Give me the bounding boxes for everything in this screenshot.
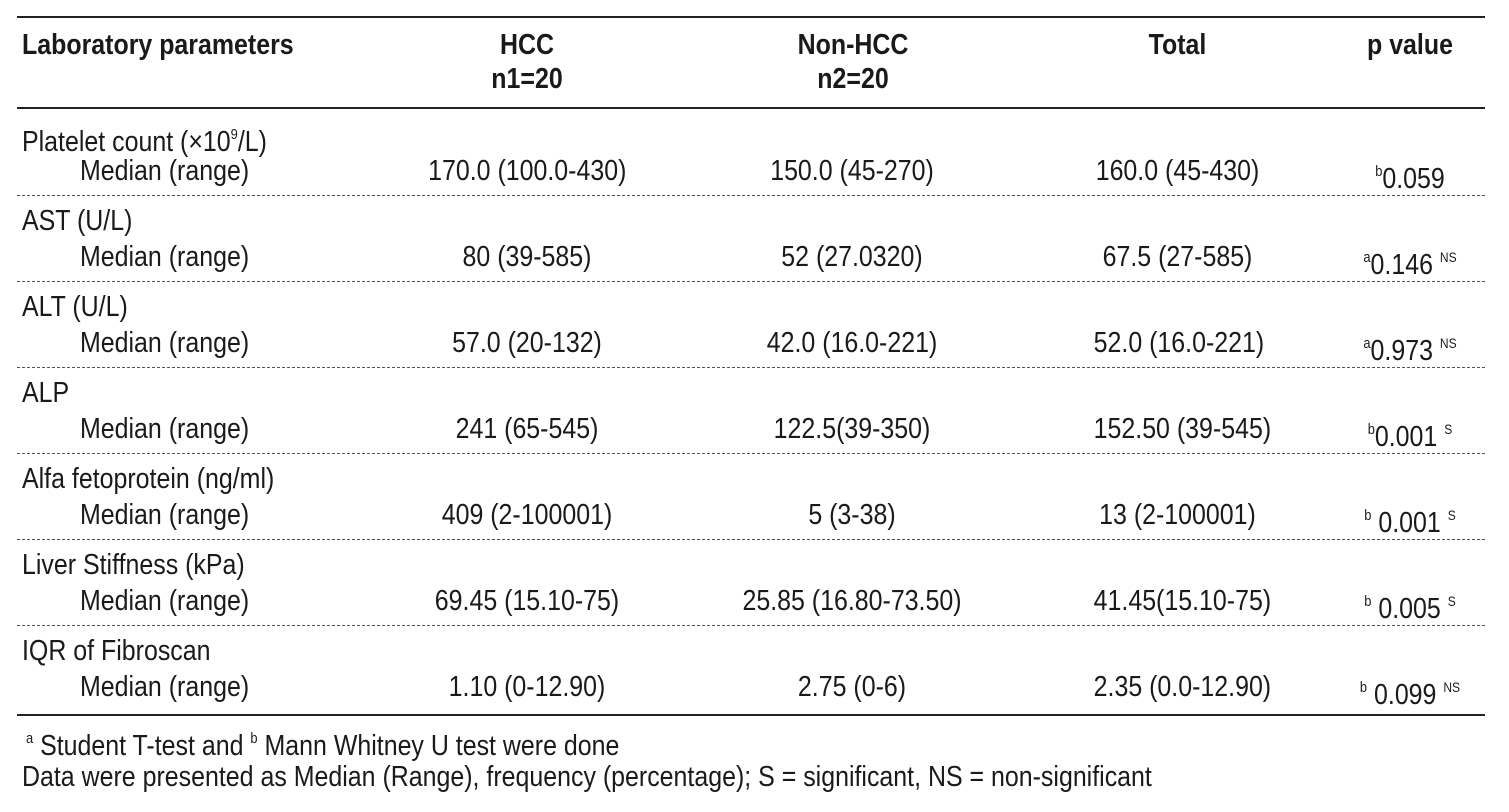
cell-hcc: 80 (39-585): [462, 241, 592, 273]
cell-total: 160.0 (45-430): [1095, 155, 1260, 187]
table-row-alt: ALT (U/L) Median (range) 57.0 (20-132) 4…: [17, 281, 1485, 368]
footnote-marker-a: a: [26, 730, 34, 747]
significance-marker: NS: [1439, 249, 1457, 265]
cell-hcc: 409 (2-100001): [441, 499, 613, 531]
footnote-marker-b: b: [250, 730, 258, 747]
test-marker: b: [1364, 593, 1372, 610]
test-marker: b: [1367, 421, 1375, 438]
header-laboratory-parameters: Laboratory parameters: [22, 29, 294, 61]
cell-p-value: b 0.005 S: [1364, 593, 1456, 625]
test-marker: b: [1364, 507, 1372, 524]
row-sublabel: Median (range): [80, 241, 250, 273]
row-sublabel: Median (range): [80, 499, 250, 531]
cell-non-hcc: 122.5(39-350): [773, 413, 931, 445]
footnote-data-presentation: Data were presented as Median (Range), f…: [22, 761, 1152, 793]
header-p-value: p value: [1367, 29, 1453, 61]
cell-total: 41.45(15.10-75): [1093, 585, 1272, 617]
cell-non-hcc: 52 (27.0320): [781, 241, 923, 273]
table-row-iqr-fibroscan: IQR of Fibroscan Median (range) 1.10 (0-…: [17, 625, 1485, 711]
header-total: Total: [1148, 29, 1207, 61]
cell-total: 67.5 (27-585): [1102, 241, 1253, 273]
row-title: Liver Stiffness (kPa): [22, 549, 245, 581]
header-bottom-rule: [17, 107, 1485, 109]
header-hcc-n: n1=20: [491, 63, 563, 95]
cell-p-value: b0.059: [1375, 163, 1445, 195]
cell-total: 13 (2-100001): [1099, 499, 1256, 531]
table-row-alp: ALP Median (range) 241 (65-545) 122.5(39…: [17, 367, 1485, 454]
row-title: ALT (U/L): [22, 291, 128, 323]
row-sublabel: Median (range): [80, 671, 250, 703]
cell-hcc: 170.0 (100.0-430): [428, 155, 627, 187]
row-sublabel: Median (range): [80, 327, 250, 359]
row-title: Alfa fetoprotein (ng/ml): [22, 463, 275, 495]
significance-marker: S: [1447, 593, 1456, 609]
header-non-hcc: Non-HCC n2=20: [741, 28, 965, 96]
cell-non-hcc: 42.0 (16.0-221): [766, 327, 938, 359]
row-sublabel: Median (range): [80, 585, 250, 617]
test-marker: b: [1375, 163, 1383, 180]
table-row-ast: AST (U/L) Median (range) 80 (39-585) 52 …: [17, 195, 1485, 282]
row-title: AST (U/L): [22, 205, 133, 237]
table-row-platelet-count: Platelet count (×109/L) Median (range) 1…: [17, 109, 1485, 196]
cell-hcc: 241 (65-545): [455, 413, 599, 445]
superscript: 9: [230, 126, 238, 143]
test-marker: a: [1363, 249, 1371, 266]
cell-p-value: b 0.001 S: [1364, 507, 1456, 539]
table-top-rule: [17, 16, 1485, 18]
header-non-hcc-label: Non-HCC: [797, 29, 909, 61]
row-sublabel: Median (range): [80, 155, 250, 187]
cell-p-value: b0.001 S: [1367, 421, 1453, 453]
table-row-liver-stiffness: Liver Stiffness (kPa) Median (range) 69.…: [17, 539, 1485, 626]
footnote-tests: a Student T-test and b Mann Whitney U te…: [26, 730, 620, 762]
test-marker: a: [1363, 335, 1371, 352]
cell-total: 2.35 (0.0-12.90): [1093, 671, 1272, 703]
significance-marker: NS: [1439, 335, 1457, 351]
cell-hcc: 69.45 (15.10-75): [434, 585, 620, 617]
cell-total: 152.50 (39-545): [1093, 413, 1272, 445]
row-sublabel: Median (range): [80, 413, 250, 445]
cell-p-value: b 0.099 NS: [1359, 679, 1461, 711]
cell-hcc: 1.10 (0-12.90): [448, 671, 606, 703]
cell-non-hcc: 25.85 (16.80-73.50): [742, 585, 962, 617]
cell-hcc: 57.0 (20-132): [452, 327, 602, 359]
table-row-alfa-fetoprotein: Alfa fetoprotein (ng/ml) Median (range) …: [17, 453, 1485, 540]
row-title: ALP: [22, 377, 70, 409]
header-non-hcc-n: n2=20: [817, 63, 889, 95]
significance-marker: S: [1447, 507, 1456, 523]
cell-non-hcc: 150.0 (45-270): [770, 155, 934, 187]
header-hcc-label: HCC: [499, 29, 555, 61]
row-title: Platelet count (×109/L): [22, 126, 267, 158]
row-title: IQR of Fibroscan: [22, 635, 211, 667]
test-marker: b: [1359, 679, 1368, 696]
header-hcc: HCC n1=20: [428, 28, 626, 96]
cell-p-value: a0.973 NS: [1363, 335, 1457, 367]
table-bottom-rule: [17, 714, 1485, 716]
cell-non-hcc: 2.75 (0-6): [797, 671, 907, 703]
significance-marker: S: [1444, 421, 1453, 437]
cell-non-hcc: 5 (3-38): [808, 499, 896, 531]
cell-total: 52.0 (16.0-221): [1093, 327, 1265, 359]
cell-p-value: a0.146 NS: [1363, 249, 1457, 281]
significance-marker: NS: [1443, 679, 1461, 695]
